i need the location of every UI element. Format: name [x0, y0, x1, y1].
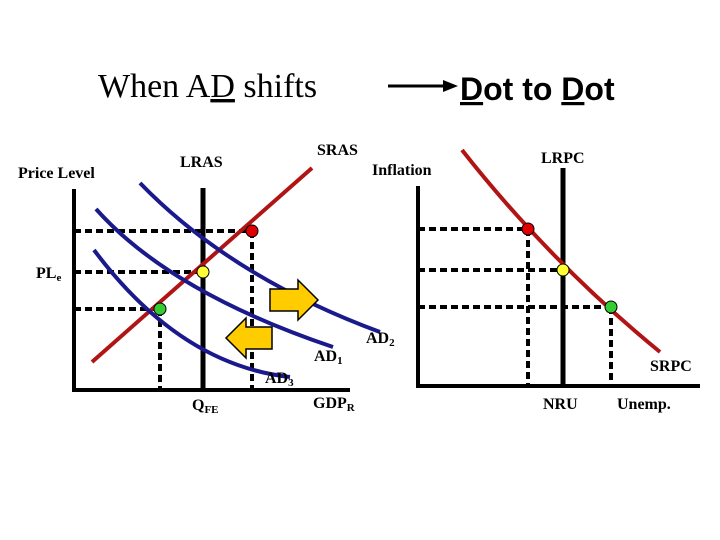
sras-label: SRAS [317, 142, 358, 159]
lras-label: LRAS [180, 154, 223, 171]
equilibrium-dot-low [153, 302, 167, 316]
title-right: Dot to Dot [460, 71, 615, 107]
srpc-label: SRPC [650, 358, 692, 375]
title-left: When AD shifts [98, 68, 317, 105]
ad1-label: AD1 [314, 348, 343, 367]
title-arrow-head [443, 80, 458, 92]
ad2-label: AD2 [366, 330, 395, 349]
price-level-label: Price Level [18, 165, 95, 182]
shift-left-arrow [224, 316, 273, 360]
unemp-axis-label: Unemp. [617, 396, 671, 413]
srpc-curve [460, 148, 662, 354]
gdp-axis-label: GDPR [313, 395, 356, 414]
ad1-curve [94, 207, 334, 349]
ad3-curve [92, 248, 291, 379]
sras-curve [90, 166, 314, 364]
ple-label: PLe [36, 265, 61, 284]
ad2-curve [138, 181, 381, 334]
right-guide-lines [418, 227, 613, 386]
qfe-label: QFE [192, 397, 219, 416]
equilibrium-dot-high [245, 224, 259, 238]
equilibrium-dot-mid [196, 265, 210, 279]
nru-label: NRU [543, 396, 578, 413]
inflation-label: Inflation [372, 162, 432, 179]
lrpc-label: LRPC [541, 150, 585, 167]
ad3-label: AD3 [265, 370, 294, 389]
phillips-dot-low [604, 300, 618, 314]
phillips-dot-mid [556, 263, 570, 277]
phillips-dot-high [521, 222, 535, 236]
shift-right-arrow [269, 278, 320, 322]
